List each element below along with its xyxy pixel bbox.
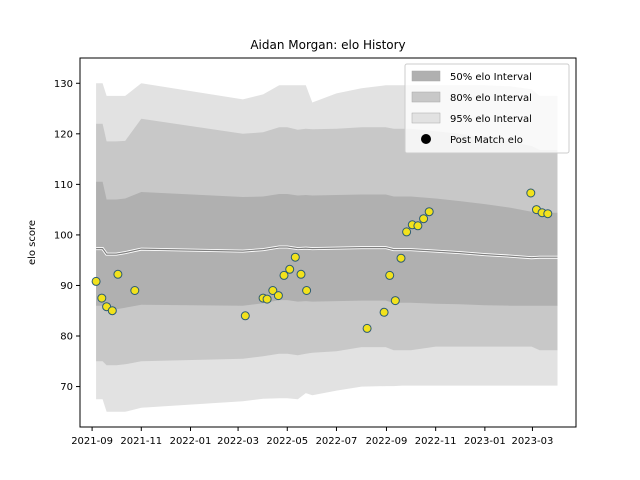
x-tick-label: 2023-01 (464, 436, 506, 447)
post-match-point (419, 214, 429, 224)
x-tick-label: 2021-09 (71, 436, 113, 447)
y-tick-label: 110 (54, 180, 73, 191)
post-match-point (296, 269, 306, 279)
legend-swatch-band80 (411, 91, 441, 103)
y-tick-label: 80 (60, 332, 73, 343)
post-match-point (543, 209, 553, 219)
legend-swatch-band50 (411, 70, 441, 82)
post-match-point (526, 188, 536, 198)
post-match-point (424, 207, 434, 217)
post-match-point (262, 294, 272, 304)
x-axis: 2021-09 2021-11 2022-01 2022-03 2022-05 2022-… (71, 427, 553, 447)
y-tick-label: 100 (54, 230, 73, 241)
post-match-point (97, 293, 107, 303)
y-tick-label: 70 (60, 382, 73, 393)
legend-marker-point (421, 134, 431, 144)
post-match-point (379, 307, 389, 317)
post-match-point (130, 286, 140, 295)
post-match-point (285, 264, 295, 274)
post-match-point (290, 252, 300, 262)
legend-swatch-band95 (411, 112, 441, 124)
x-tick-label: 2022-11 (415, 436, 457, 447)
x-tick-label: 2023-03 (512, 436, 554, 447)
band-50 (96, 181, 558, 310)
plot-frame (79, 57, 577, 428)
legend-label: 95% elo Interval (450, 114, 532, 125)
x-tick-label: 2022-05 (266, 436, 308, 447)
mean-line (96, 246, 558, 259)
post-match-point (113, 269, 123, 279)
x-tick-label: 2021-11 (120, 436, 162, 447)
post-match-point (91, 276, 101, 286)
legend-label: 80% elo Interval (450, 93, 532, 104)
y-tick-label: 130 (54, 79, 73, 90)
post-match-point (302, 286, 312, 295)
y-axis-label: elo score (27, 220, 38, 265)
post-match-point (279, 270, 289, 280)
post-match-point (385, 270, 395, 280)
legend-box (404, 63, 570, 154)
post-match-point (396, 253, 406, 263)
y-axis: 70 80 90 100 110 120 130 (54, 79, 80, 393)
post-match-point (390, 296, 400, 306)
legend-label: Post Match elo (450, 135, 523, 146)
post-match-point (402, 227, 412, 237)
chart-title: Aidan Morgan: elo History (250, 38, 405, 52)
legend: 50% elo Interval 80% elo Interval 95% elo … (404, 63, 570, 154)
legend-label: 50% elo Interval (450, 72, 532, 83)
x-tick-label: 2022-09 (366, 436, 408, 447)
y-tick-label: 120 (54, 129, 73, 140)
post-match-point (273, 291, 283, 301)
post-match-point (268, 286, 278, 295)
plot-area (91, 83, 558, 412)
x-tick-label: 2022-03 (217, 436, 259, 447)
x-tick-label: 2022-01 (170, 436, 212, 447)
post-match-point (362, 323, 372, 333)
post-match-point (240, 311, 250, 321)
post-match-point (413, 221, 423, 231)
y-tick-label: 90 (60, 281, 73, 292)
post-match-point (107, 306, 117, 316)
x-tick-label: 2022-07 (316, 436, 358, 447)
